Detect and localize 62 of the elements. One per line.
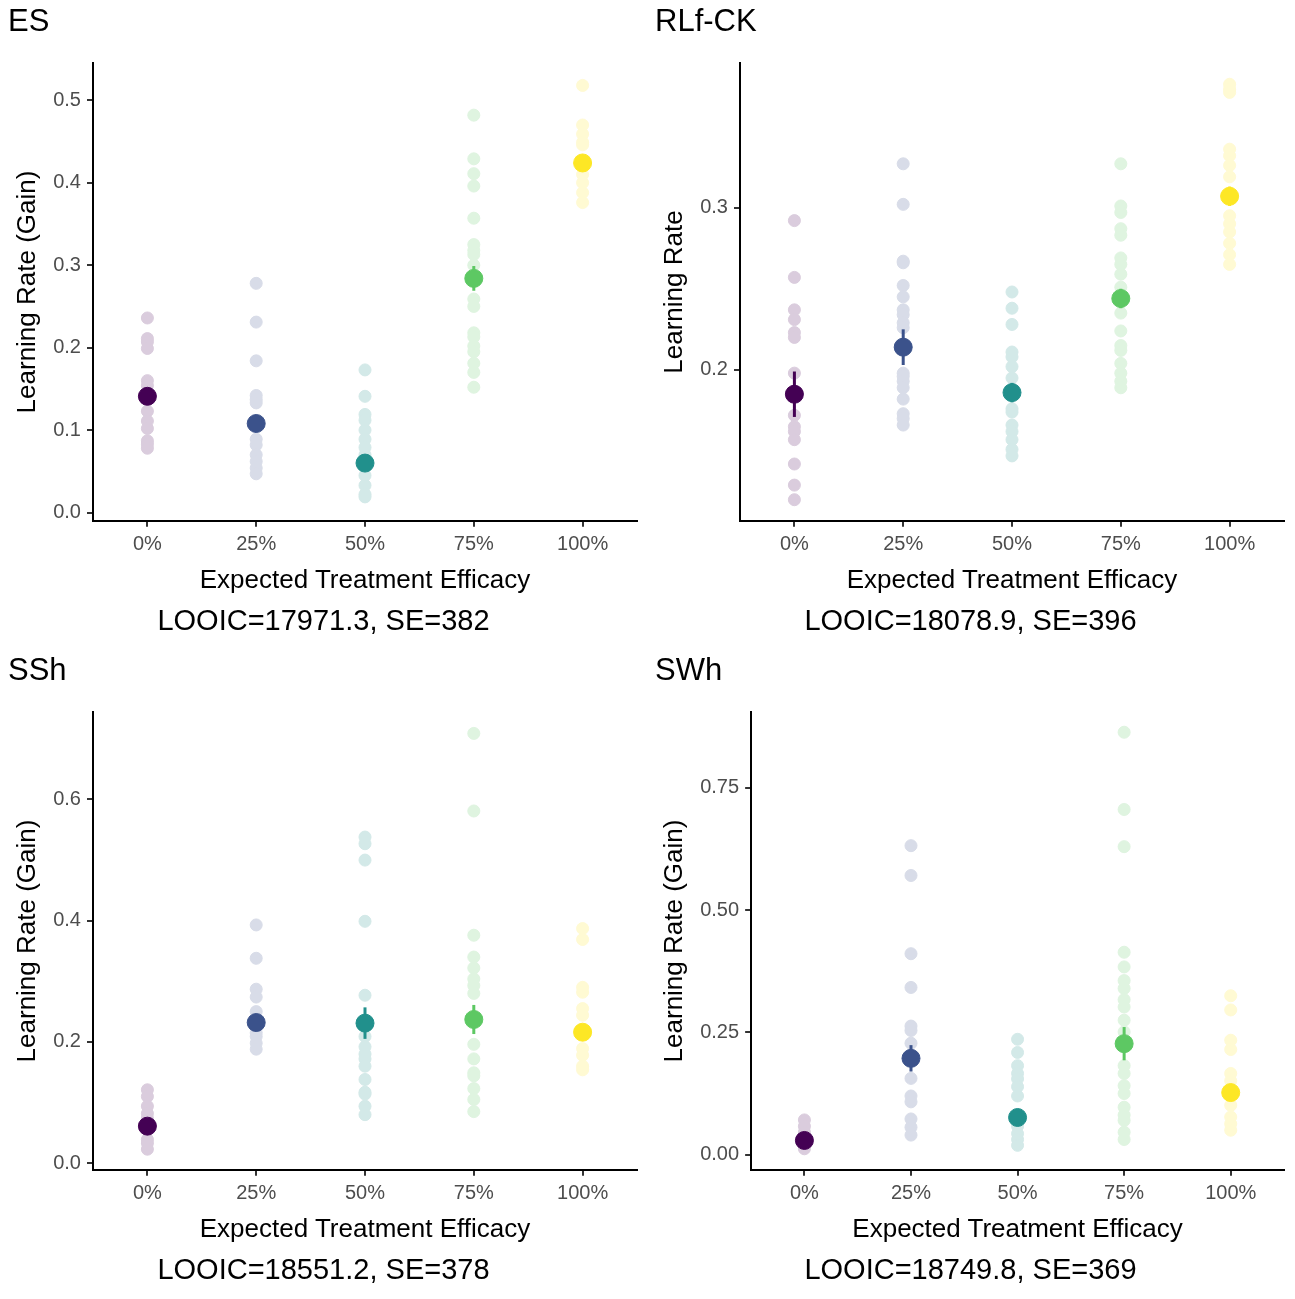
- x-tick-label: 25%: [883, 532, 924, 555]
- y-tick-label: 0.00: [700, 1142, 740, 1165]
- point: [573, 153, 593, 173]
- y-tick-label: 0.75: [700, 775, 740, 798]
- x-tick-label: 100%: [1204, 532, 1256, 555]
- x-tick-label: 100%: [557, 1181, 609, 1204]
- x-tick-label: 75%: [453, 1181, 495, 1204]
- text: LOOIC=18551.2, SE=378: [156, 1252, 491, 1287]
- x-tick-label: 25%: [236, 532, 277, 555]
- point: [1111, 288, 1131, 308]
- x-tick-label: 75%: [1104, 1181, 1145, 1204]
- x-tick-label: 100%: [1205, 1181, 1257, 1204]
- text: LOOIC=18749.8, SE=369: [803, 1252, 1138, 1287]
- y-axis-title: Learning Rate: [657, 210, 688, 374]
- y-tick-label: 0.3: [53, 252, 81, 275]
- point: [893, 337, 913, 357]
- chart-title: ES: [8, 3, 50, 39]
- y-tick-label: 0.0: [53, 1150, 81, 1173]
- x-tick-label: 0%: [779, 532, 810, 555]
- point: [784, 384, 804, 404]
- y-axis-title: Learning Rate (Gain): [10, 170, 41, 414]
- x-tick-label: 0%: [132, 1181, 163, 1204]
- x-tick-label: 25%: [236, 1181, 277, 1204]
- y-tick-label: 0.25: [700, 1019, 740, 1042]
- x-tick-label: 50%: [344, 1181, 386, 1204]
- x-tick-label: 75%: [453, 532, 495, 555]
- x-axis-title: Expected Treatment Efficacy: [199, 1212, 531, 1243]
- x-axis-title: Expected Treatment Efficacy: [852, 1212, 1183, 1243]
- point: [1002, 383, 1022, 403]
- x-axis-title: Expected Treatment Efficacy: [199, 563, 531, 594]
- y-tick-label: 0.4: [53, 908, 81, 931]
- chart-title: SSh: [8, 652, 67, 688]
- x-tick-label: 25%: [890, 1181, 932, 1204]
- y-axis-title: Learning Rate (Gain): [657, 819, 688, 1063]
- x-tick-label: 50%: [997, 1181, 1038, 1204]
- point: [246, 414, 266, 434]
- y-tick-label: 0.2: [53, 335, 81, 358]
- x-tick-label: 75%: [1100, 532, 1142, 555]
- text: LOOIC=17971.3, SE=382: [156, 603, 491, 638]
- y-tick-label: 0.2: [700, 357, 728, 380]
- y-axis-title: Learning Rate (Gain): [10, 819, 41, 1063]
- point: [464, 268, 484, 288]
- point: [1220, 186, 1240, 206]
- y-tick-label: 0.1: [53, 417, 81, 440]
- point: [137, 386, 157, 406]
- chart-title: SWh: [655, 652, 723, 688]
- x-tick-label: 0%: [789, 1181, 820, 1204]
- y-tick-label: 0.0: [53, 500, 81, 523]
- y-tick-label: 0.5: [53, 87, 81, 110]
- chart-title: RLf-CK: [655, 3, 757, 39]
- text: LOOIC=18078.9, SE=396: [803, 603, 1138, 638]
- point: [355, 453, 375, 473]
- x-tick-label: 100%: [557, 532, 609, 555]
- x-axis-title: Expected Treatment Efficacy: [846, 563, 1178, 594]
- y-tick-label: 0.2: [53, 1029, 81, 1052]
- y-tick-label: 0.4: [53, 170, 81, 193]
- y-tick-label: 0.3: [700, 195, 728, 218]
- x-tick-label: 50%: [344, 532, 386, 555]
- y-tick-label: 0.6: [53, 786, 81, 809]
- x-tick-label: 50%: [991, 532, 1033, 555]
- x-tick-label: 0%: [132, 532, 163, 555]
- y-tick-label: 0.50: [700, 897, 740, 920]
